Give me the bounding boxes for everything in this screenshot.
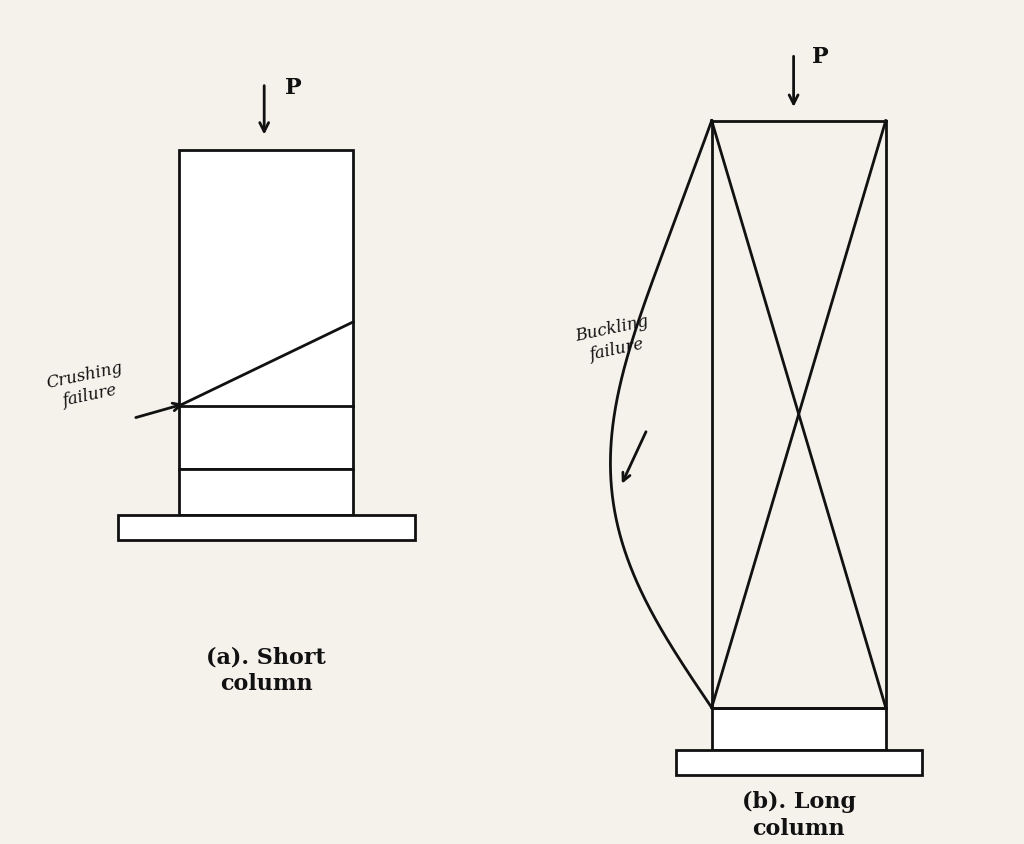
Text: (b). Long
column: (b). Long column: [741, 790, 856, 839]
Polygon shape: [676, 749, 922, 775]
Polygon shape: [179, 469, 353, 515]
Text: Buckling
failure: Buckling failure: [574, 313, 654, 365]
Polygon shape: [118, 515, 415, 540]
Polygon shape: [712, 708, 886, 749]
Text: Crushing
failure: Crushing failure: [45, 359, 129, 412]
Polygon shape: [179, 151, 353, 469]
Text: (a). Short
column: (a). Short column: [207, 646, 326, 695]
Text: P: P: [285, 77, 301, 99]
Text: P: P: [812, 46, 828, 68]
